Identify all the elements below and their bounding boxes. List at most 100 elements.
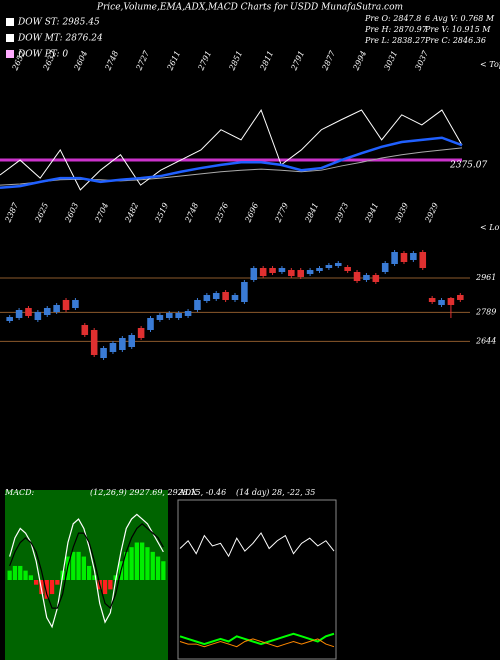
candle-body bbox=[184, 311, 192, 316]
macd-histogram-bar bbox=[129, 547, 134, 580]
candle-body bbox=[306, 270, 314, 274]
candle-body bbox=[410, 253, 417, 260]
macd-histogram-bar bbox=[12, 565, 18, 580]
macd-histogram-bar bbox=[155, 556, 161, 580]
info-text: 6 Avg V: 0.768 M bbox=[425, 14, 495, 23]
candle-body bbox=[25, 308, 32, 316]
y-tick-label: 2961 bbox=[475, 273, 496, 282]
adx-title: ADX bbox=[178, 488, 197, 497]
macd-histogram-bar bbox=[7, 570, 12, 580]
candle-body bbox=[81, 325, 89, 335]
macd-histogram-bar bbox=[49, 580, 55, 595]
macd-histogram-bar bbox=[140, 542, 145, 580]
adx-line bbox=[179, 632, 335, 646]
candle-body bbox=[212, 293, 220, 299]
candle-body bbox=[363, 275, 370, 280]
candle-body bbox=[241, 282, 248, 302]
macd-histogram-bar bbox=[102, 580, 108, 595]
y-tick-label: 2789 bbox=[475, 307, 496, 316]
candle-body bbox=[175, 313, 182, 318]
macd-histogram-bar bbox=[81, 556, 86, 580]
macd-line bbox=[9, 522, 164, 610]
legend-label: DOW PT: 0 bbox=[17, 50, 68, 60]
candle-body bbox=[231, 295, 239, 300]
candle-body bbox=[259, 268, 267, 276]
adx-line bbox=[179, 638, 335, 648]
info-text: Pre C: 2846.36 bbox=[424, 36, 486, 45]
legend-swatch bbox=[6, 34, 14, 42]
macd-histogram-bar bbox=[134, 542, 139, 580]
info-text: Pre H: 2870.97 bbox=[364, 25, 428, 34]
chart-title: Price,Volume,EMA,ADX,MACD Charts for USD… bbox=[96, 3, 403, 13]
candle-body bbox=[62, 300, 70, 310]
candle-body bbox=[269, 268, 276, 273]
candle-body bbox=[297, 270, 304, 277]
adx-line bbox=[179, 532, 335, 558]
candle-body bbox=[100, 348, 107, 358]
macd-histogram-bar bbox=[23, 570, 28, 580]
candle-body bbox=[203, 295, 211, 301]
candle-body bbox=[147, 318, 154, 330]
candle-body bbox=[34, 312, 42, 320]
ema-line bbox=[0, 108, 463, 191]
macd-histogram-bar bbox=[161, 561, 166, 580]
macd-histogram-bar bbox=[124, 551, 129, 580]
macd-histogram-bar bbox=[108, 580, 113, 590]
candle-body bbox=[457, 295, 464, 300]
candle-body bbox=[381, 263, 389, 272]
hline-label: 2375.07 bbox=[449, 161, 487, 171]
candle-body bbox=[15, 310, 23, 318]
macd-histogram-bar bbox=[76, 551, 81, 580]
candle-body bbox=[278, 268, 286, 272]
info-text: Pre L: 2838.27 bbox=[364, 36, 426, 45]
candle-body bbox=[438, 300, 445, 305]
y-tick-label: 2644 bbox=[475, 336, 496, 345]
macd-title: MACD: bbox=[4, 488, 35, 497]
macd-histogram-bar bbox=[44, 580, 49, 599]
legend-swatch bbox=[6, 50, 14, 58]
macd-histogram-bar bbox=[28, 575, 33, 580]
candle-body bbox=[222, 292, 229, 300]
legend-label: DOW MT: 2876.24 bbox=[17, 34, 103, 44]
candle-body bbox=[334, 263, 342, 266]
candle-body bbox=[53, 305, 60, 312]
macd-histogram-bar bbox=[71, 551, 76, 580]
candle-body bbox=[72, 300, 79, 308]
candle-body bbox=[6, 317, 13, 321]
candle-body bbox=[43, 308, 51, 315]
candle-body bbox=[325, 265, 333, 268]
candle-body bbox=[90, 330, 98, 355]
candle-body bbox=[400, 253, 408, 262]
candle-body bbox=[156, 315, 164, 320]
info-text: Pre V: 10.915 M bbox=[424, 25, 491, 34]
candle-body bbox=[447, 298, 455, 305]
lows-label: < Lows bbox=[480, 223, 500, 232]
candle-body bbox=[166, 313, 173, 318]
ema-line bbox=[0, 136, 463, 190]
candle-body bbox=[372, 275, 380, 282]
macd-histogram-bar bbox=[145, 547, 150, 580]
candle-body bbox=[128, 335, 136, 347]
candle-body bbox=[137, 328, 145, 338]
macd-histogram-bar bbox=[55, 580, 60, 585]
candle-body bbox=[250, 268, 258, 280]
adx-panel bbox=[177, 499, 337, 660]
tops-label: < Tops bbox=[480, 60, 500, 69]
legend-label: DOW ST: 2985.45 bbox=[17, 18, 100, 28]
candle-body bbox=[428, 298, 436, 302]
macd-histogram-bar bbox=[34, 580, 39, 585]
candle-body bbox=[316, 268, 323, 271]
candle-body bbox=[353, 272, 361, 281]
candle-body bbox=[194, 300, 201, 310]
candle-body bbox=[419, 252, 427, 268]
info-text: Pre O: 2847.8 bbox=[364, 14, 421, 23]
candle-body bbox=[344, 267, 351, 271]
macd-histogram-bar bbox=[87, 565, 92, 580]
macd-histogram-bar bbox=[92, 575, 97, 580]
candle-body bbox=[288, 270, 295, 276]
candle-body bbox=[391, 252, 398, 264]
candle-body bbox=[109, 343, 117, 352]
candle-body bbox=[119, 338, 126, 350]
macd-histogram-bar bbox=[18, 565, 23, 580]
